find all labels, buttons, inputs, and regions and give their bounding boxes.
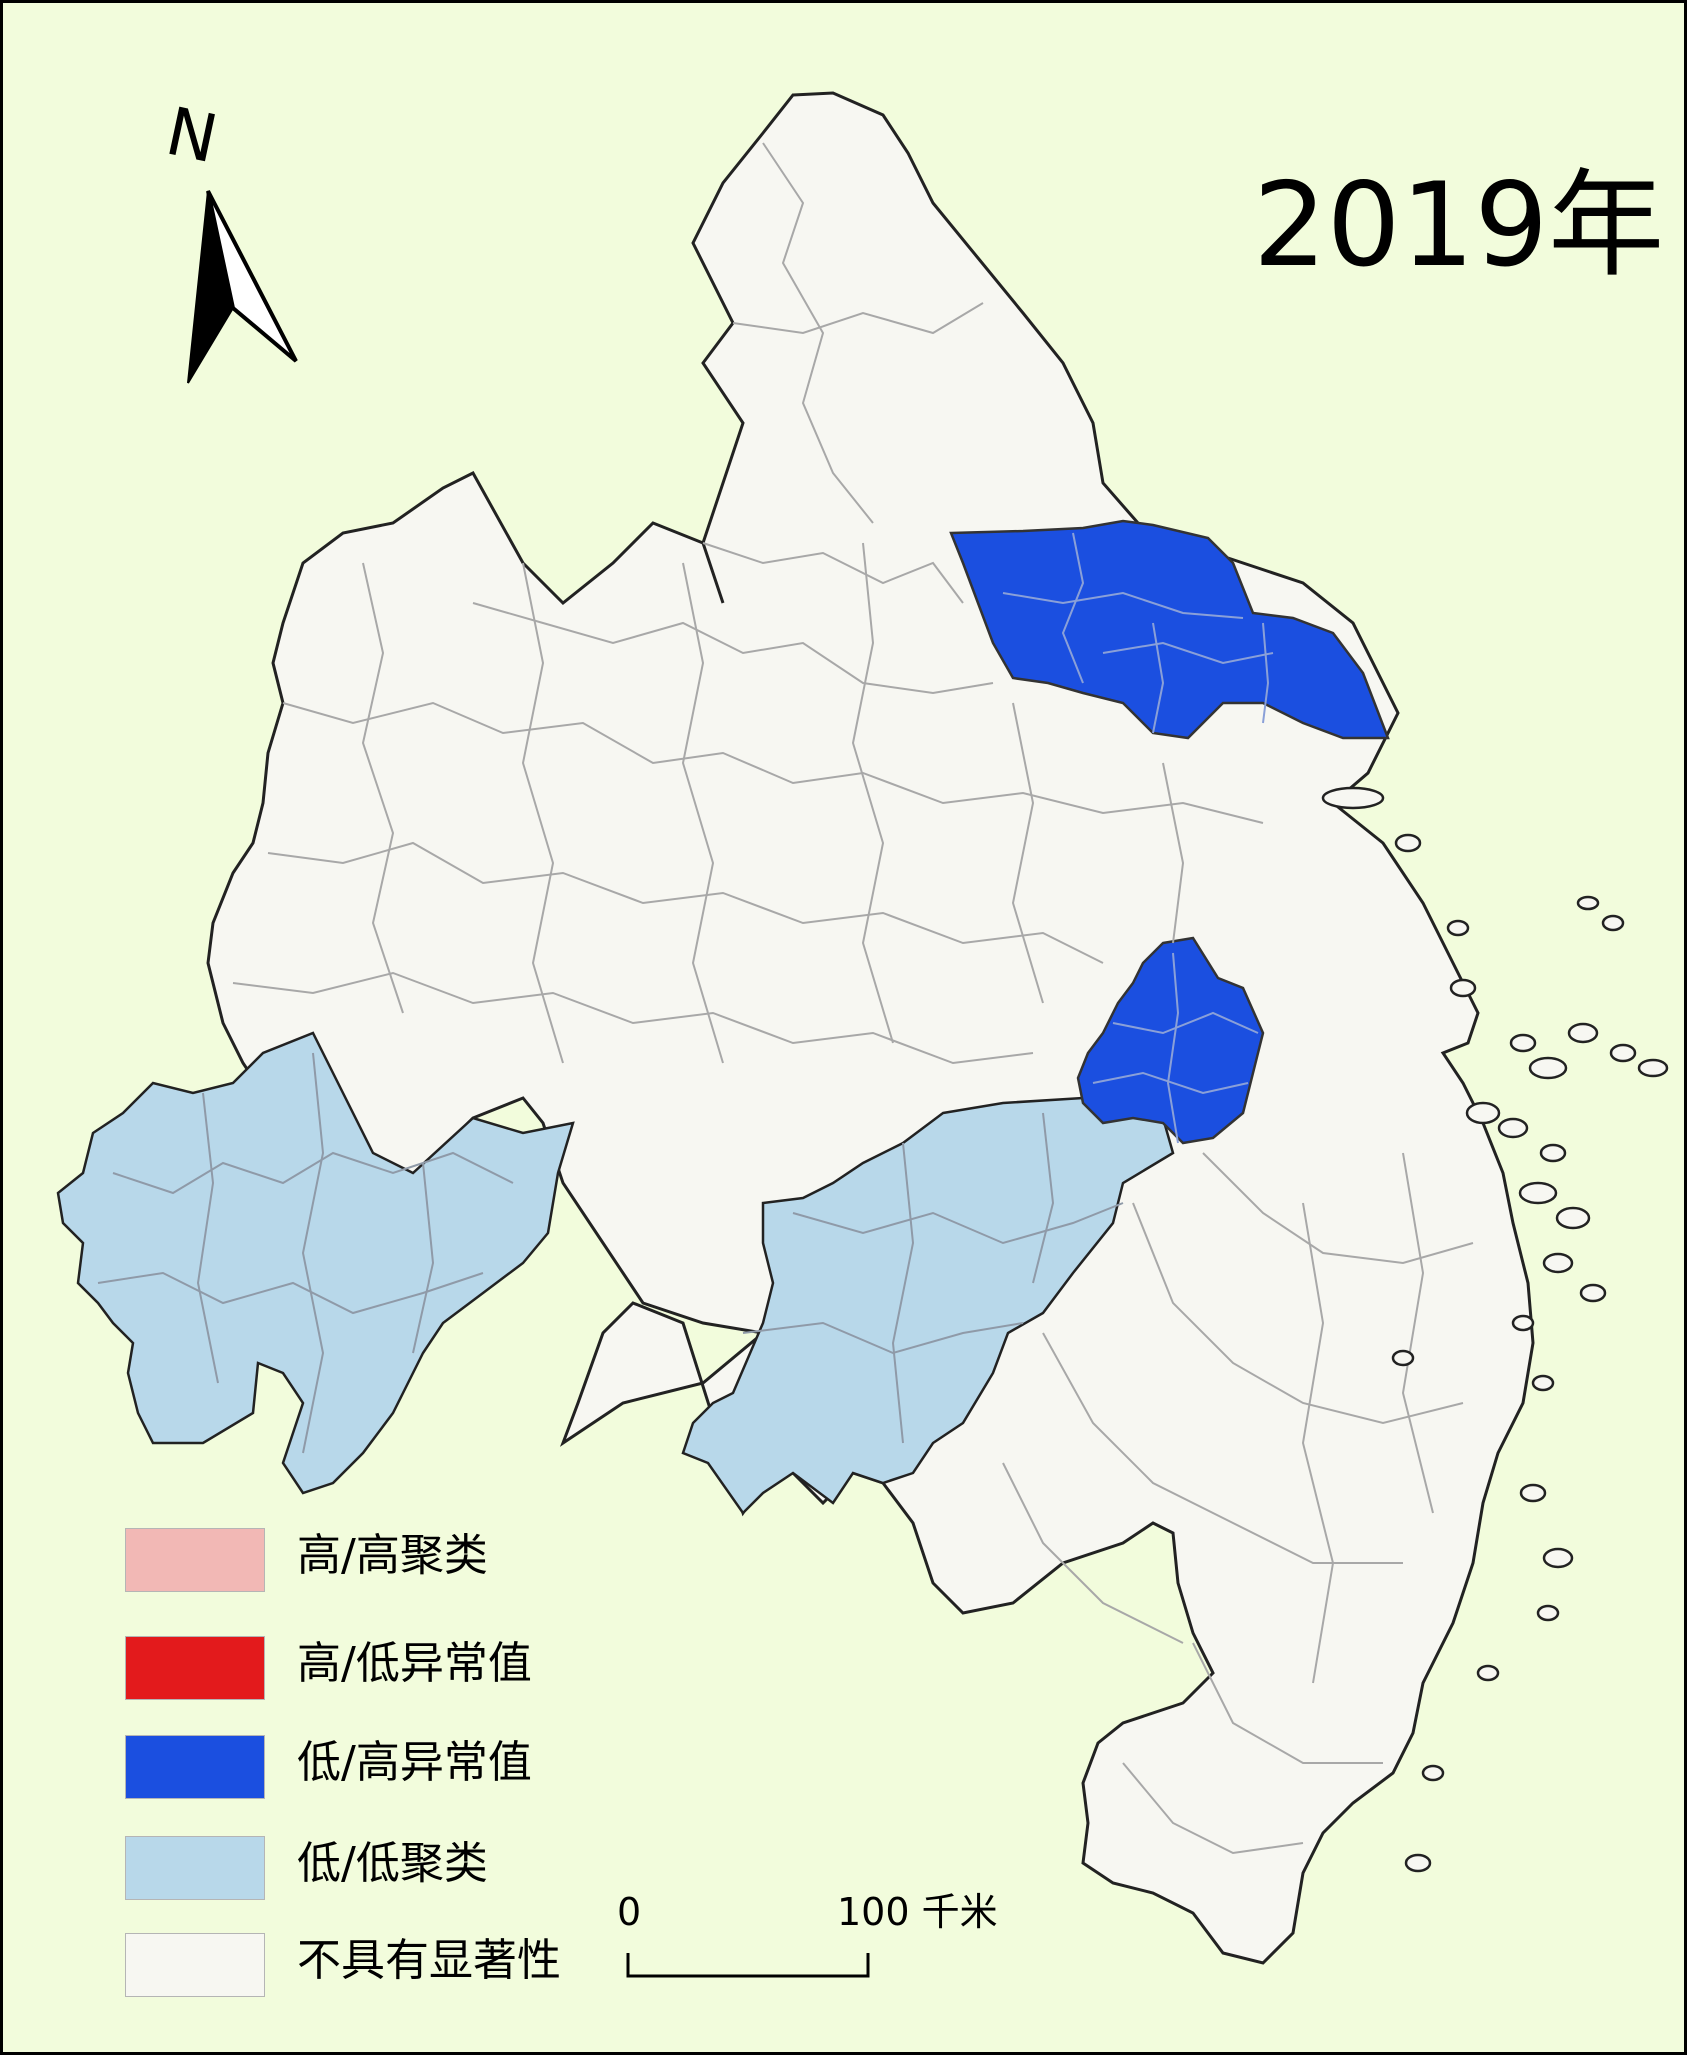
district-boundaries — [232, 142, 1474, 1855]
coastal-islands — [1321, 786, 1669, 1873]
cluster-boundaries — [97, 1052, 1124, 1454]
legend-item-high-low: 高/低异常值 — [125, 1636, 645, 1706]
legend-swatch-high-low — [125, 1636, 265, 1700]
legend-item-low-low: 低/低聚类 — [125, 1836, 645, 1906]
north-arrow-icon — [187, 190, 298, 384]
legend-label-not-significant: 不具有显著性 — [297, 1935, 561, 1986]
map-title: 2019年 — [1253, 158, 1665, 293]
region-low-high-north — [949, 519, 1390, 740]
blue-boundaries — [1002, 532, 1274, 1144]
legend-item-low-high: 低/高异常值 — [125, 1735, 645, 1805]
legend-label-low-high: 低/高异常值 — [297, 1737, 532, 1788]
map-canvas — [56, 91, 1669, 1978]
region-low-low-central — [681, 1096, 1175, 1515]
legend-swatch-low-low — [125, 1836, 265, 1900]
legend-swatch-low-high — [125, 1735, 265, 1799]
legend-swatch-not-significant — [125, 1933, 265, 1997]
scale-bar — [626, 1953, 870, 1978]
scale-bar-end-label: 100 千米 — [837, 1890, 998, 1934]
legend-swatch-high-high — [125, 1528, 265, 1592]
legend-item-high-high: 高/高聚类 — [125, 1528, 645, 1598]
legend-label-high-low: 高/低异常值 — [297, 1638, 532, 1689]
legend-label-high-high: 高/高聚类 — [297, 1530, 488, 1581]
legend-label-low-low: 低/低聚类 — [297, 1838, 488, 1889]
scale-bar-start-label: 0 — [617, 1890, 642, 1934]
region-low-high-south — [1076, 936, 1265, 1145]
legend-item-not-significant: 不具有显著性 — [125, 1933, 645, 2003]
region-low-low-west — [56, 1031, 575, 1495]
